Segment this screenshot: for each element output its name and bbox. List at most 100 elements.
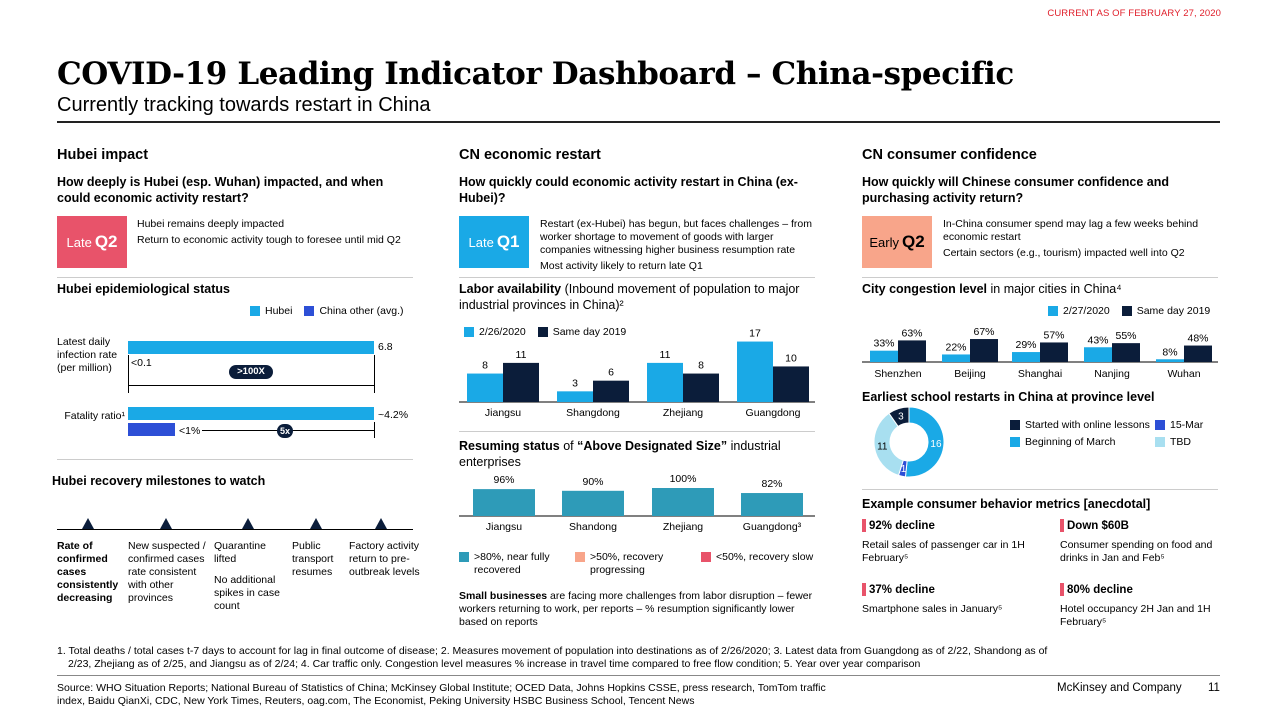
milestone-marker [160,518,172,529]
milestone-text: Public transport resumes [292,540,334,578]
milestone-marker [310,518,322,529]
milestone-text: No additional spikes in case count [214,574,280,612]
milestone-marker [375,518,387,529]
fatality-label: Fatality ratio¹ [64,410,125,422]
divider [57,277,413,278]
infection-rate-label: Latest daily infection rate (per million… [57,336,118,374]
fatality-other-bar [128,423,175,436]
footer-rule [57,675,1220,676]
city-category-label: Shanghai [1018,368,1062,380]
milestone-marker [242,518,254,529]
labor-category-label: Guangdong [746,407,801,419]
city-value-label: 67% [973,326,994,338]
resuming-bar [652,488,714,516]
infection-arrow [129,385,374,386]
labor-value-label: 3 [572,377,578,389]
labor-bar [503,362,539,402]
city-value-label: 43% [1087,334,1108,346]
city-bar [1040,342,1068,362]
city-value-label: 48% [1187,333,1208,345]
page-subtitle: Currently tracking towards restart in Ch… [57,94,431,116]
resuming-category-label: Jiangsu [486,521,522,533]
milestones-heading: Hubei recovery milestones to watch [52,474,266,488]
fatality-other-value: <1% [179,425,201,437]
hubei-epi-heading: Hubei epidemiological status [57,282,230,296]
milestone-text: Rate of confirmed cases consistently dec… [57,540,119,604]
economic-tag: Late Q1 [459,216,529,268]
company-name: McKinsey and Company [1057,682,1182,694]
hubei-notes: Hubei remains deeply impacted Return to e… [137,218,401,246]
small-business-note: Small businesses are facing more challen… [459,590,813,628]
donut-value-label: 16 [930,439,942,450]
labor-bar [647,362,683,402]
hubei-question: How deeply is Hubei (esp. Wuhan) impacte… [57,175,384,205]
resuming-value-label: 100% [670,473,697,485]
resuming-category-label: Zhejiang [663,521,703,533]
economic-notes: Restart (ex-Hubei) has begun, but faces … [540,218,812,272]
metric-card: 92% decline Retail sales of passenger ca… [862,519,1025,564]
divider [459,277,815,278]
infection-hubei-bar [128,341,374,354]
school-legend: Started with online lessons 15-Mar Begin… [1010,419,1220,449]
labor-category-label: Shangdong [566,407,620,419]
infection-hubei-value: 6.8 [378,341,393,353]
resuming-category-label: Shandong [569,521,617,533]
consumer-tag: Early Q2 [862,216,932,268]
resuming-bar [741,493,803,516]
fatality-multiplier: 5x [277,424,293,438]
milestone-text: Quarantine lifted [214,540,266,565]
milestone-text: New suspected / confirmed cases rate con… [128,540,206,604]
city-heading: City congestion level in major cities in… [862,282,1122,296]
city-value-label: 33% [873,338,894,350]
city-bar [870,350,898,362]
resuming-value-label: 90% [582,476,603,488]
city-chart: 33% 63% Shenzhen 22% 67% Beijing 29% 57% Shangha… [862,326,1218,380]
labor-value-label: 6 [608,367,614,379]
labor-value-label: 11 [660,349,671,361]
donut-slice [888,407,910,428]
hubei-legend: Hubei China other (avg.) [250,305,403,317]
donut-value-label: 1 [901,464,907,475]
fatality-hubei-bar [128,407,374,420]
labor-value-label: 8 [482,360,488,372]
resuming-chart: 96% Jiangsu 90% Shandong 100% Zhejiang 82% Guan… [459,473,815,533]
labor-value-label: 11 [516,349,527,361]
resuming-legend: >80%, near fully recovered >50%, recover… [459,551,819,581]
city-value-label: 57% [1043,329,1064,341]
city-category-label: Wuhan [1167,368,1200,380]
page-number: 11 [1208,682,1220,694]
consumer-notes: In-China consumer spend may lag a few we… [943,218,1199,259]
labor-legend: 2/26/2020 Same day 2019 [464,326,626,338]
labor-heading: Labor availability (Inbound movement of … [459,282,800,312]
economic-question: How quickly could economic activity rest… [459,175,798,205]
milestone-marker [82,518,94,529]
divider [862,277,1218,278]
city-category-label: Beijing [954,368,986,380]
labor-bar [773,366,809,402]
consumer-heading: CN consumer confidence [862,147,1037,163]
city-bar [942,354,970,362]
labor-value-label: 8 [698,360,704,372]
infection-other-value: <0.1 [131,357,152,369]
labor-value-label: 10 [785,352,797,364]
city-category-label: Shenzhen [874,368,921,380]
city-value-label: 22% [945,341,966,353]
donut-value-label: 3 [898,412,904,423]
city-bar [1156,359,1184,362]
divider [862,489,1218,490]
city-bar [1084,347,1112,362]
city-bar [970,339,998,362]
city-category-label: Nanjing [1094,368,1130,380]
metrics-heading: Example consumer behavior metrics [anecd… [862,497,1151,511]
resuming-value-label: 82% [761,478,782,490]
labor-value-label: 17 [749,328,761,340]
header-rule [57,121,1220,123]
labor-category-label: Zhejiang [663,407,703,419]
labor-bar [593,380,629,402]
fatality-hubei-value: ~4.2% [378,409,409,421]
city-bar [1184,345,1212,362]
current-as-of: CURRENT AS OF FEBRUARY 27, 2020 [1047,8,1221,19]
metric-card: 80% decline Hotel occupancy 2H Jan and 1… [1060,583,1211,628]
donut-value-label: 11 [877,442,888,453]
